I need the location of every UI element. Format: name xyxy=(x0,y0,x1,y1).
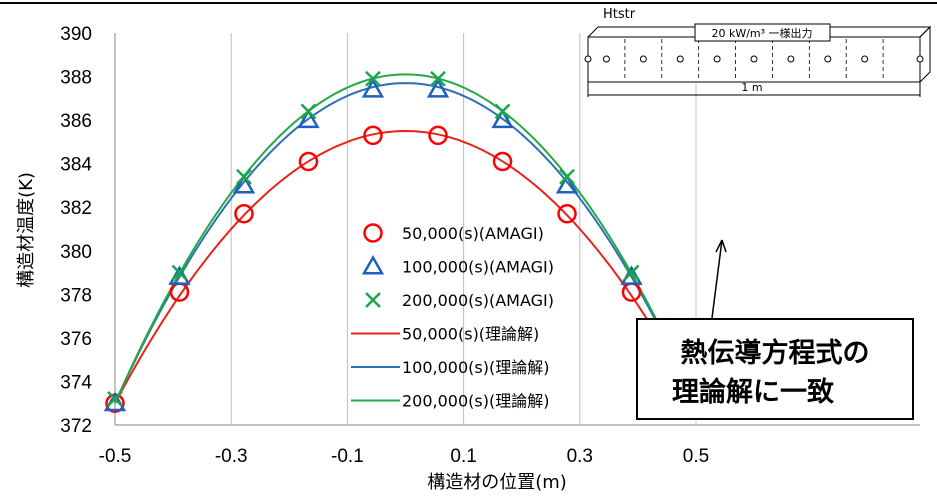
legend-label: 50,000(s)(理論解) xyxy=(402,325,539,344)
inset-node xyxy=(824,55,832,63)
callout-arrowhead xyxy=(715,239,727,253)
theory-lines xyxy=(114,73,697,404)
inset-node xyxy=(916,55,924,63)
inset-node xyxy=(584,55,592,63)
data-point-x xyxy=(236,168,252,185)
data-point-circle xyxy=(557,204,577,224)
data-point-x xyxy=(107,390,123,407)
legend-marker-x xyxy=(365,292,381,308)
data-point-circle xyxy=(234,204,254,224)
x-tick-label: 0.5 xyxy=(683,446,709,467)
legend-label: 50,000(s)(AMAGI) xyxy=(402,224,544,243)
inset-load-label: 20 kW/m³ 一様出力 xyxy=(711,26,812,40)
data-point-x xyxy=(430,70,446,87)
y-tick-label: 388 xyxy=(60,68,92,89)
legend-marker-triangle xyxy=(361,254,385,275)
data-point-circle xyxy=(621,282,642,302)
data-point-circle xyxy=(492,151,513,172)
legend-label: 200,000(s)(理論解) xyxy=(402,392,549,411)
inset-node xyxy=(787,55,795,63)
x-tick-label: 0.1 xyxy=(450,446,476,467)
x-tick-labels: -0.5 -0.3 -0.1 0.1 0.3 0.5 xyxy=(99,446,710,467)
callout-line1: 熱伝導方程式の xyxy=(681,337,870,369)
data-point-triangle xyxy=(297,108,320,129)
legend-label: 100,000(s)(AMAGI) xyxy=(402,258,554,277)
inset-length-label: 1 m xyxy=(741,81,762,94)
legend-label: 100,000(s)(理論解) xyxy=(402,358,549,377)
data-point-x xyxy=(171,264,188,281)
legend: 50,000(s)(AMAGI) 100,000(s)(AMAGI) 200,000… xyxy=(351,223,554,411)
y-tick-label: 390 xyxy=(60,24,92,45)
x-tick-label: -0.3 xyxy=(215,446,248,467)
data-point-triangle xyxy=(491,108,514,129)
inset-node xyxy=(713,55,721,63)
inset-node xyxy=(639,55,647,63)
inset-load-box xyxy=(694,23,831,42)
data-point-x xyxy=(494,103,511,120)
x-axis-title: 構造材の位置(m) xyxy=(427,472,567,493)
legend-label: 200,000(s)(AMAGI) xyxy=(402,291,554,310)
callout-line2: 理論解に一致 xyxy=(672,376,834,408)
theory-line xyxy=(114,73,697,404)
y-axis-title: 構造材温度(K) xyxy=(16,172,37,288)
y-tick-label: 384 xyxy=(60,155,92,176)
vertical-gridlines xyxy=(230,33,697,425)
y-tick-label: 372 xyxy=(60,416,92,437)
y-tick-label: 382 xyxy=(60,198,92,219)
y-tick-label: 386 xyxy=(60,111,92,132)
data-point-x xyxy=(559,168,575,185)
data-point-x xyxy=(623,264,640,281)
y-tick-label: 376 xyxy=(60,329,92,350)
x-tick-label: -0.5 xyxy=(99,446,132,467)
data-point-triangle xyxy=(426,78,450,98)
callout-box xyxy=(636,318,914,420)
inset-node xyxy=(861,55,869,63)
x-tick-label: -0.1 xyxy=(331,446,364,467)
y-tick-label: 374 xyxy=(60,372,92,393)
y-tick-label: 378 xyxy=(60,285,92,306)
callout: 熱伝導方程式の 理論解に一致 xyxy=(636,239,914,420)
data-point-x xyxy=(365,70,381,87)
inset-diagram: Htstr 20 kW/m³ 一様出力 1 m xyxy=(584,7,932,97)
data-point-x xyxy=(300,103,317,120)
data-point-circle xyxy=(428,125,448,146)
y-tick-label: 380 xyxy=(60,242,92,263)
inset-node xyxy=(750,55,758,63)
inset-bar-side xyxy=(919,25,931,83)
amagi-markers xyxy=(103,70,643,413)
inset-nodes xyxy=(584,55,924,63)
data-point-circle xyxy=(298,151,319,172)
callout-leader-line xyxy=(711,239,723,319)
data-point-triangle xyxy=(232,173,256,194)
theory-line xyxy=(114,129,697,404)
inset-title: Htstr xyxy=(603,7,636,22)
y-tick-labels: 372 374 376 378 380 382 384 386 388 390 xyxy=(60,24,92,437)
theory-line xyxy=(114,82,697,404)
data-point-triangle xyxy=(555,173,579,194)
x-tick-label: 0.3 xyxy=(567,446,593,467)
data-point-circle xyxy=(363,125,383,146)
inset-node xyxy=(676,55,684,63)
inset-node xyxy=(602,55,610,63)
data-point-triangle xyxy=(361,78,385,98)
legend-marker-circle xyxy=(363,223,383,243)
data-point-circle xyxy=(169,282,190,302)
